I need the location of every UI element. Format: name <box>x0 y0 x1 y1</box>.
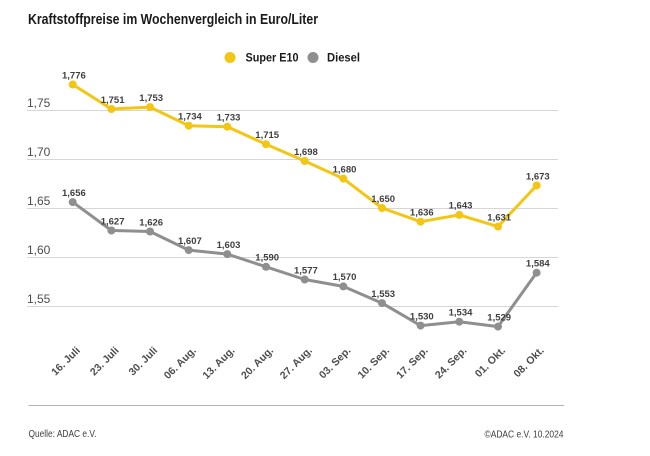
svg-text:1,627: 1,627 <box>101 216 125 227</box>
svg-text:1,590: 1,590 <box>255 253 279 264</box>
svg-text:1,636: 1,636 <box>410 208 434 219</box>
svg-text:1,776: 1,776 <box>62 70 86 81</box>
svg-text:1,734: 1,734 <box>178 112 202 123</box>
svg-text:1,753: 1,753 <box>139 93 163 104</box>
svg-text:1,673: 1,673 <box>526 171 550 182</box>
svg-text:1,577: 1,577 <box>294 265 318 276</box>
svg-text:Kraftstoffpreise im Wochenverg: Kraftstoffpreise im Wochenvergleich in E… <box>28 12 318 28</box>
svg-text:1,643: 1,643 <box>449 201 473 212</box>
svg-text:1,733: 1,733 <box>217 113 241 124</box>
svg-text:1,607: 1,607 <box>178 236 202 247</box>
svg-text:1,55: 1,55 <box>27 292 51 306</box>
svg-text:1,553: 1,553 <box>371 289 395 300</box>
svg-text:1,530: 1,530 <box>410 311 434 322</box>
svg-text:1,631: 1,631 <box>487 212 511 223</box>
svg-text:1,715: 1,715 <box>255 130 279 141</box>
svg-text:Quelle: ADAC e.V.: Quelle: ADAC e.V. <box>29 429 97 440</box>
svg-text:1,751: 1,751 <box>101 95 125 106</box>
svg-text:1,60: 1,60 <box>27 243 51 257</box>
svg-text:Super E10: Super E10 <box>246 51 299 65</box>
svg-text:1,650: 1,650 <box>371 194 395 205</box>
svg-text:1,534: 1,534 <box>449 308 473 319</box>
svg-text:Diesel: Diesel <box>327 51 360 65</box>
svg-text:1,75: 1,75 <box>27 96 51 110</box>
svg-text:1,680: 1,680 <box>333 164 357 175</box>
svg-text:1,698: 1,698 <box>294 147 318 158</box>
svg-text:1,70: 1,70 <box>27 145 51 159</box>
svg-text:1,529: 1,529 <box>487 312 511 323</box>
svg-text:1,584: 1,584 <box>526 259 550 270</box>
svg-text:1,603: 1,603 <box>217 240 241 251</box>
svg-text:1,626: 1,626 <box>139 217 163 228</box>
svg-text:1,570: 1,570 <box>333 272 357 283</box>
svg-text:©ADAC e.V. 10.2024: ©ADAC e.V. 10.2024 <box>485 430 564 441</box>
svg-text:1,656: 1,656 <box>62 188 86 199</box>
svg-text:1,65: 1,65 <box>27 194 51 208</box>
